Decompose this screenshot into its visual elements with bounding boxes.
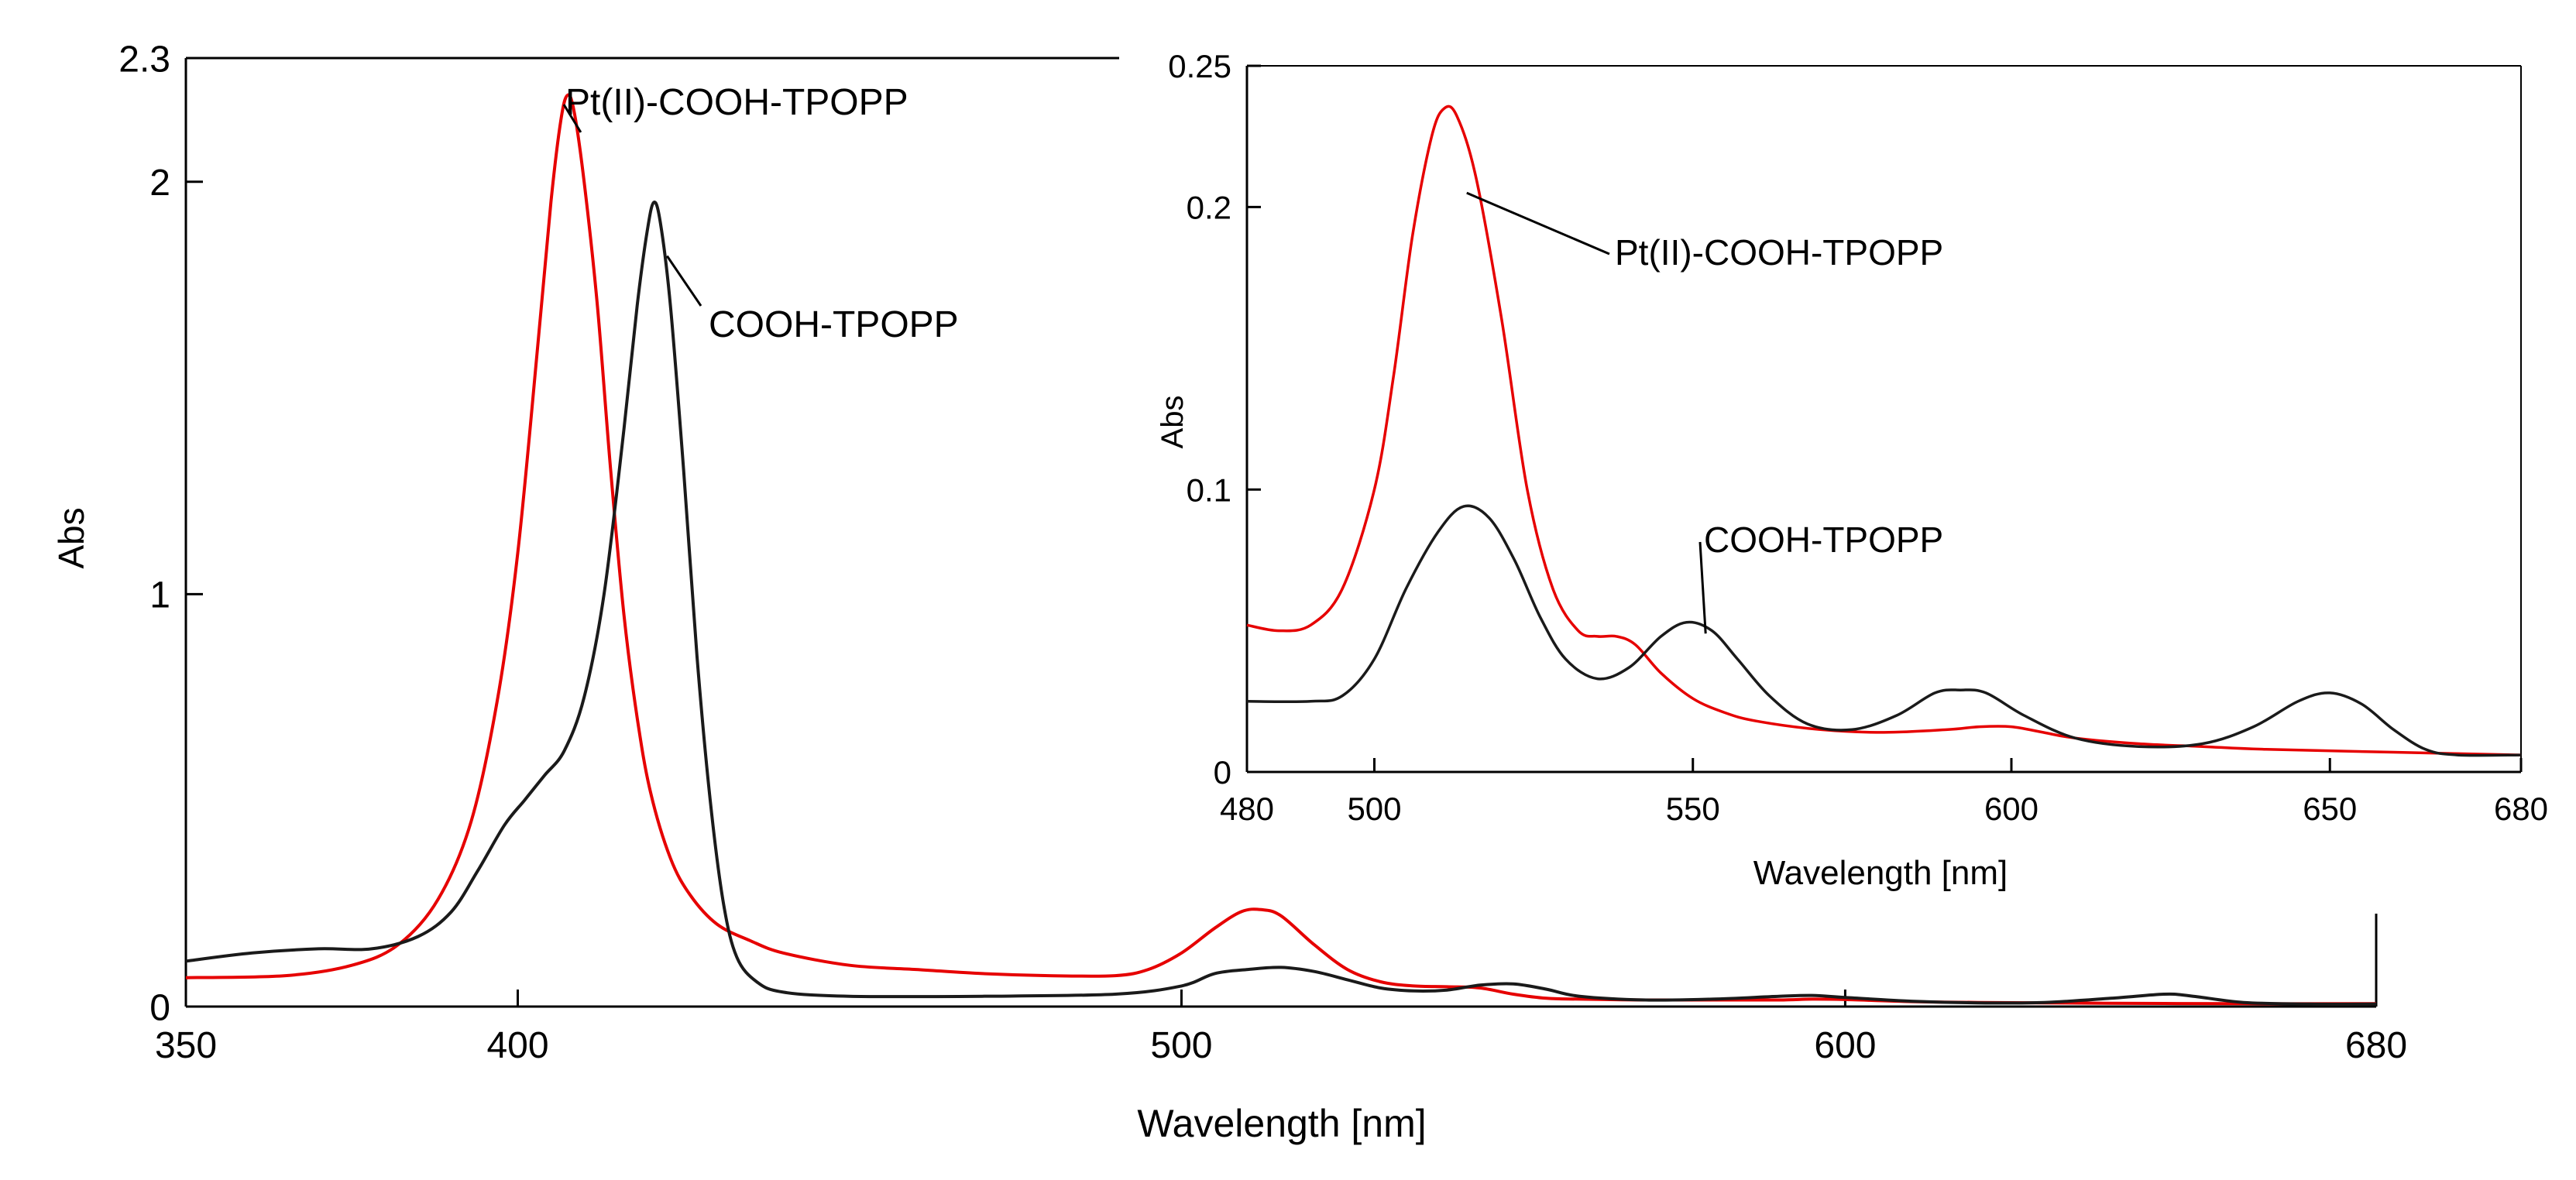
inset-y-tick-label: 0.2: [1187, 190, 1231, 226]
inset-y-axis-label: Abs: [1156, 396, 1190, 449]
main-x-tick-label: 500: [1150, 1025, 1212, 1066]
main-annotation-cooh: COOH-TPOPP: [709, 304, 959, 345]
main-pt-annotation-leader: [562, 104, 582, 133]
inset-x-ticks: 480 500 550 600 650 680: [1220, 758, 2548, 827]
inset-plot-background: [1247, 66, 2525, 772]
inset-pt-annotation-leader: [1466, 191, 1610, 256]
inset-y-tick-label: 0.25: [1168, 48, 1231, 84]
main-x-tick-label: 600: [1814, 1025, 1876, 1066]
main-series-line-cooh-tpopp: [185, 201, 2377, 1006]
main-annotation-pt: Pt(II)-COOH-TPOPP: [565, 82, 908, 123]
main-y-axis-label: Abs: [51, 507, 91, 568]
main-x-tick-label: 350: [155, 1025, 217, 1066]
main-y-ticks: 0 1 2 2.3: [118, 39, 203, 1028]
main-x-tick-label: 680: [2345, 1025, 2407, 1066]
main-cooh-annotation-leader: [666, 255, 702, 307]
main-chart: 350 400 500 600 680 0 1 2 2.3 Pt(II)-COOH-TPOPP…: [51, 39, 2407, 1145]
main-x-tick-label: 400: [486, 1025, 548, 1066]
inset-x-axis-label: Wavelength [nm]: [1753, 854, 2008, 892]
inset-annotation-cooh: COOH-TPOPP: [1704, 520, 1943, 560]
inset-x-tick-label: 550: [1666, 791, 1720, 827]
main-x-ticks: 350 400 500 600 680: [155, 990, 2407, 1066]
inset-series-lines: [1246, 105, 2522, 757]
main-y-tick-label: 2: [149, 163, 170, 204]
inset-y-tick-label: 0.1: [1187, 472, 1231, 508]
inset-chart: 480 500 550 600 650 680 0 0.1 0.2 0.25 Pt(II)-CO…: [1156, 48, 2548, 892]
main-y-tick-label: 0: [149, 987, 170, 1028]
inset-x-tick-label: 480: [1220, 791, 1274, 827]
main-x-axis-label: Wavelength [nm]: [1137, 1102, 1426, 1145]
inset-y-tick-label: 0: [1214, 754, 1231, 791]
main-series-lines: [185, 93, 2377, 1006]
main-y-tick-label: 2.3: [118, 39, 170, 80]
inset-x-tick-label: 500: [1347, 791, 1401, 827]
inset-x-tick-label: 650: [2303, 791, 2357, 827]
inset-x-tick-label: 680: [2494, 791, 2548, 827]
inset-series-line-cooh-tpopp: [1246, 504, 2522, 757]
main-y-tick-label: 1: [149, 575, 170, 616]
inset-cooh-annotation-leader: [1698, 541, 1707, 634]
inset-y-ticks: 0 0.1 0.2 0.25: [1168, 48, 1261, 791]
inset-x-tick-label: 600: [1984, 791, 2038, 827]
inset-annotation-pt: Pt(II)-COOH-TPOPP: [1615, 232, 1943, 273]
